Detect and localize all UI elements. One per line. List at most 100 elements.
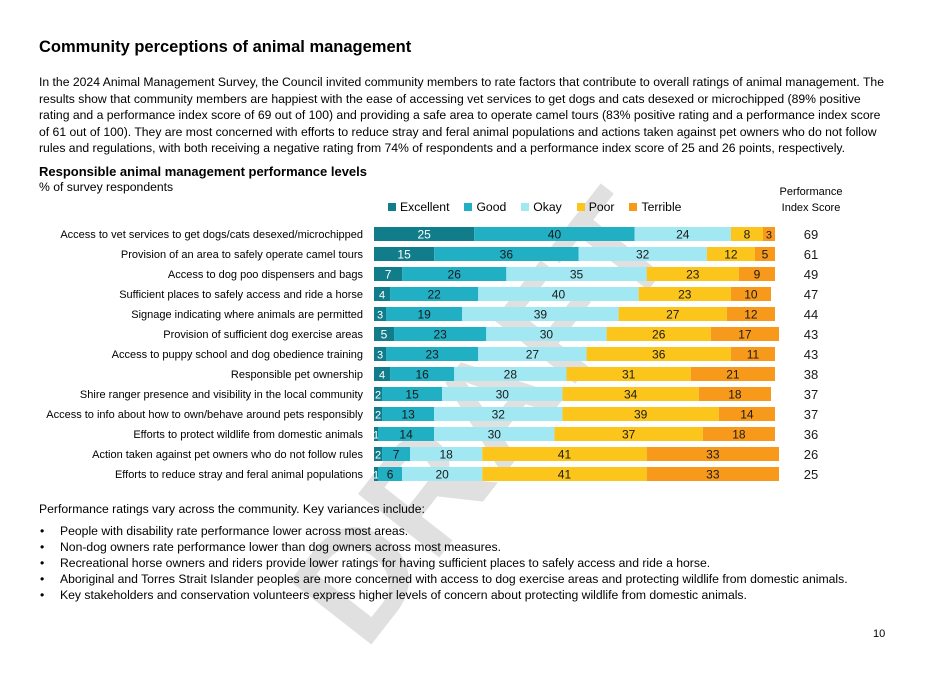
bar-value-label: 40 [552,288,566,302]
bar-value-label: 3 [377,350,383,362]
bar-value-label: 14 [740,408,754,422]
bar-value-label: 32 [492,408,506,422]
bar-segment-excellent [374,327,395,341]
index-score-value: 36 [804,427,818,442]
category-label: Sufficient places to safely access and r… [119,289,363,301]
bar-value-label: 12 [724,248,738,262]
bar-value-label: 30 [488,428,502,442]
bar-segment-okay [442,387,563,401]
bar-value-label: 15 [397,248,411,262]
bar-segment-excellent [374,407,383,421]
stacked-bar-chart: Access to vet services to get dogs/cats … [46,227,818,482]
variance-bullet: Key stakeholders and conservation volunt… [39,587,848,603]
bar-value-label: 5 [381,328,388,342]
legend-label-poor: Poor [588,200,615,214]
category-label: Signage indicating where animals are per… [131,309,363,321]
index-score-header: Performance Index Score [779,186,843,214]
bar-segment-okay [506,267,647,281]
bar-segment-terrible [646,447,780,461]
bar-segment-excellent [374,447,383,461]
legend-swatch-good [464,203,473,211]
variance-bullet: Non-dog owners rate performance lower th… [39,539,848,555]
category-label: Efforts to reduce stray and feral animal… [115,469,364,481]
bar-value-label: 31 [622,368,636,382]
bar-value-label: 41 [558,448,572,462]
legend-item-good: Good [464,200,506,214]
bar-segment-excellent [374,467,379,481]
category-label: Action taken against pet owners who do n… [92,449,363,461]
bar-value-label: 10 [744,288,758,302]
bar-value-label: 22 [427,288,441,302]
bar-value-label: 13 [401,408,415,422]
bar-segment-poor [638,287,731,301]
bar-segment-good [382,387,443,401]
index-score-value: 44 [804,307,818,322]
bar-value-label: 2 [375,390,381,402]
bar-value-label: 5 [762,248,769,262]
bar-value-label: 23 [678,288,692,302]
legend-label-good: Good [476,200,507,214]
bar-segment-terrible [646,467,780,481]
bar-segment-poor [586,347,731,361]
bar-segment-terrible [730,287,771,301]
bar-segment-okay [578,247,707,261]
bar-value-label: 15 [405,388,419,402]
bar-value-label: 33 [706,448,720,462]
category-label: Efforts to protect wildlife from domesti… [133,429,363,441]
bar-value-label: 8 [744,228,751,242]
bar-segment-good [434,247,579,261]
bar-value-label: 39 [634,408,648,422]
bar-segment-poor [646,267,739,281]
bar-value-label: 27 [526,348,540,362]
bar-segment-poor [618,307,727,321]
legend-item-okay: Okay [521,200,562,214]
bar-segment-excellent [374,267,403,281]
bar-value-label: 20 [435,468,449,482]
bar-segment-good [474,227,635,241]
bar-value-label: 2 [375,410,381,422]
legend-item-excellent: Excellent [388,200,449,214]
legend-swatch-poor [576,203,585,211]
legend-item-poor: Poor [576,200,615,214]
chart-subtitle: % of survey respondents [39,180,174,194]
bar-value-label: 32 [636,248,650,262]
bar-segment-poor [482,447,647,461]
bar-segment-good [402,267,507,281]
bar-value-label: 3 [377,310,383,322]
index-score-value: 47 [804,287,818,302]
bar-segment-okay [634,227,731,241]
bar-segment-terrible [718,407,775,421]
bar-segment-good [390,287,479,301]
bar-segment-poor [730,227,763,241]
bar-segment-okay [402,467,483,481]
bar-value-label: 14 [399,428,413,442]
index-score-value: 25 [804,467,818,482]
index-score-value: 43 [804,327,818,342]
bar-value-label: 25 [417,228,431,242]
legend-swatch-terrible [629,203,638,211]
bar-value-label: 2 [375,450,381,462]
legend-label-okay: Okay [533,200,562,214]
bar-value-label: 11 [747,348,760,362]
bar-value-label: 34 [624,388,638,402]
bar-segment-poor [706,247,755,261]
bar-segment-okay [478,347,587,361]
bar-value-label: 30 [540,328,554,342]
bar-segment-excellent [374,367,391,381]
bar-value-label: 26 [448,268,462,282]
bar-value-label: 27 [666,308,680,322]
bar-value-label: 36 [652,348,666,362]
page-number: 10 [873,628,886,640]
index-score-value: 37 [804,407,818,422]
bar-segment-okay [478,287,639,301]
bar-segment-terrible [762,227,775,241]
bar-segment-terrible [710,327,780,341]
category-label: Responsible pet ownership [231,369,363,381]
bar-segment-good [390,367,455,381]
bar-segment-terrible [702,427,775,441]
variance-bullet: Aboriginal and Torres Strait Islander pe… [39,571,848,587]
bar-value-label: 37 [622,428,636,442]
bar-value-label: 18 [440,448,454,462]
index-score-value: 38 [804,367,818,382]
bar-value-label: 19 [417,308,431,322]
